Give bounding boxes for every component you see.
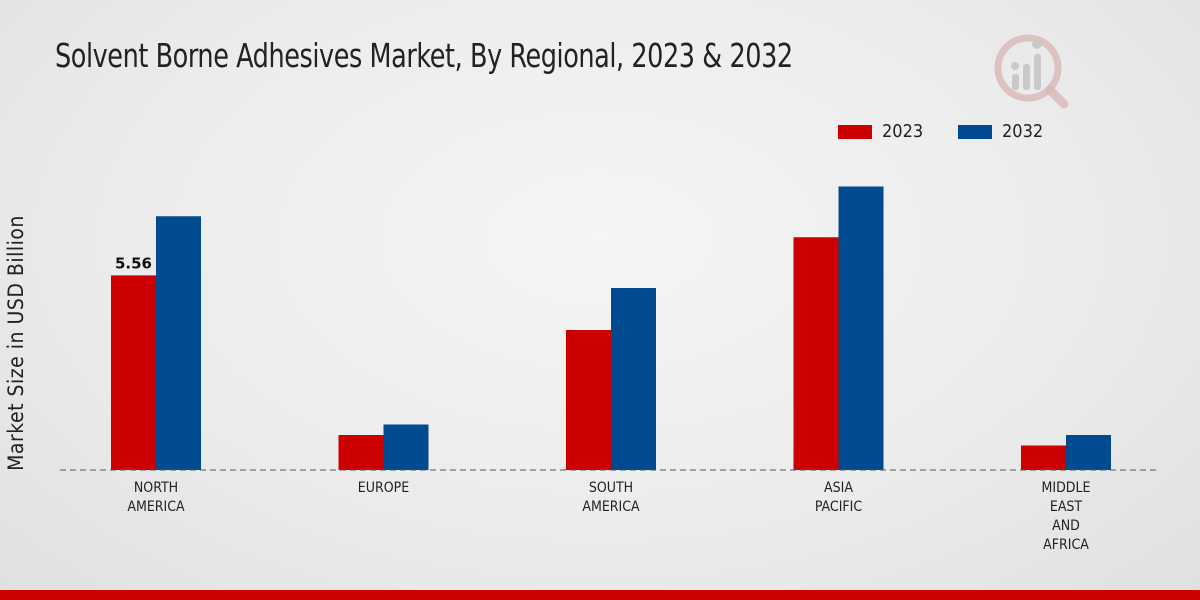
brand-logo [990,28,1074,112]
bar-2032-north-america [156,216,201,470]
legend-item-2032: 2032 [958,121,1043,142]
bar-2032-asia-pacific [838,186,884,470]
chart-title: Solvent Borne Adhesives Market, By Regio… [55,36,793,75]
x-tick-label-north-america: NORTH AMERICA [127,480,185,515]
bar-2032-middle-east-and-africa [1066,435,1111,470]
legend-label-2032: 2032 [1002,121,1044,142]
legend-item-2023: 2023 [838,121,923,142]
bar-2032-south-america [611,288,656,470]
x-tick-label-south-america: SOUTH AMERICA [582,480,640,515]
bar-2023-europe [338,435,384,470]
bar-2023-north-america [111,275,156,470]
bar-2023-south-america [566,330,611,470]
footer-accent-bar [0,590,1200,600]
bar-chart-magnifier-icon [994,34,1069,109]
legend-swatch-2023 [838,124,872,139]
legend-label-2023: 2023 [882,121,924,142]
data-label-2023-north-america: 5.56 [115,254,152,272]
bar-2023-asia-pacific [793,237,839,470]
legend-swatch-2032 [958,124,992,139]
bar-2023-middle-east-and-africa [1021,445,1066,470]
x-tick-label-middle-east-and-africa: MIDDLE EAST AND AFRICA [1042,480,1091,553]
x-tick-label-europe: EUROPE [358,480,409,496]
x-tick-label-asia-pacific: ASIA PACIFIC [815,480,863,515]
bar-2032-europe [383,424,429,470]
